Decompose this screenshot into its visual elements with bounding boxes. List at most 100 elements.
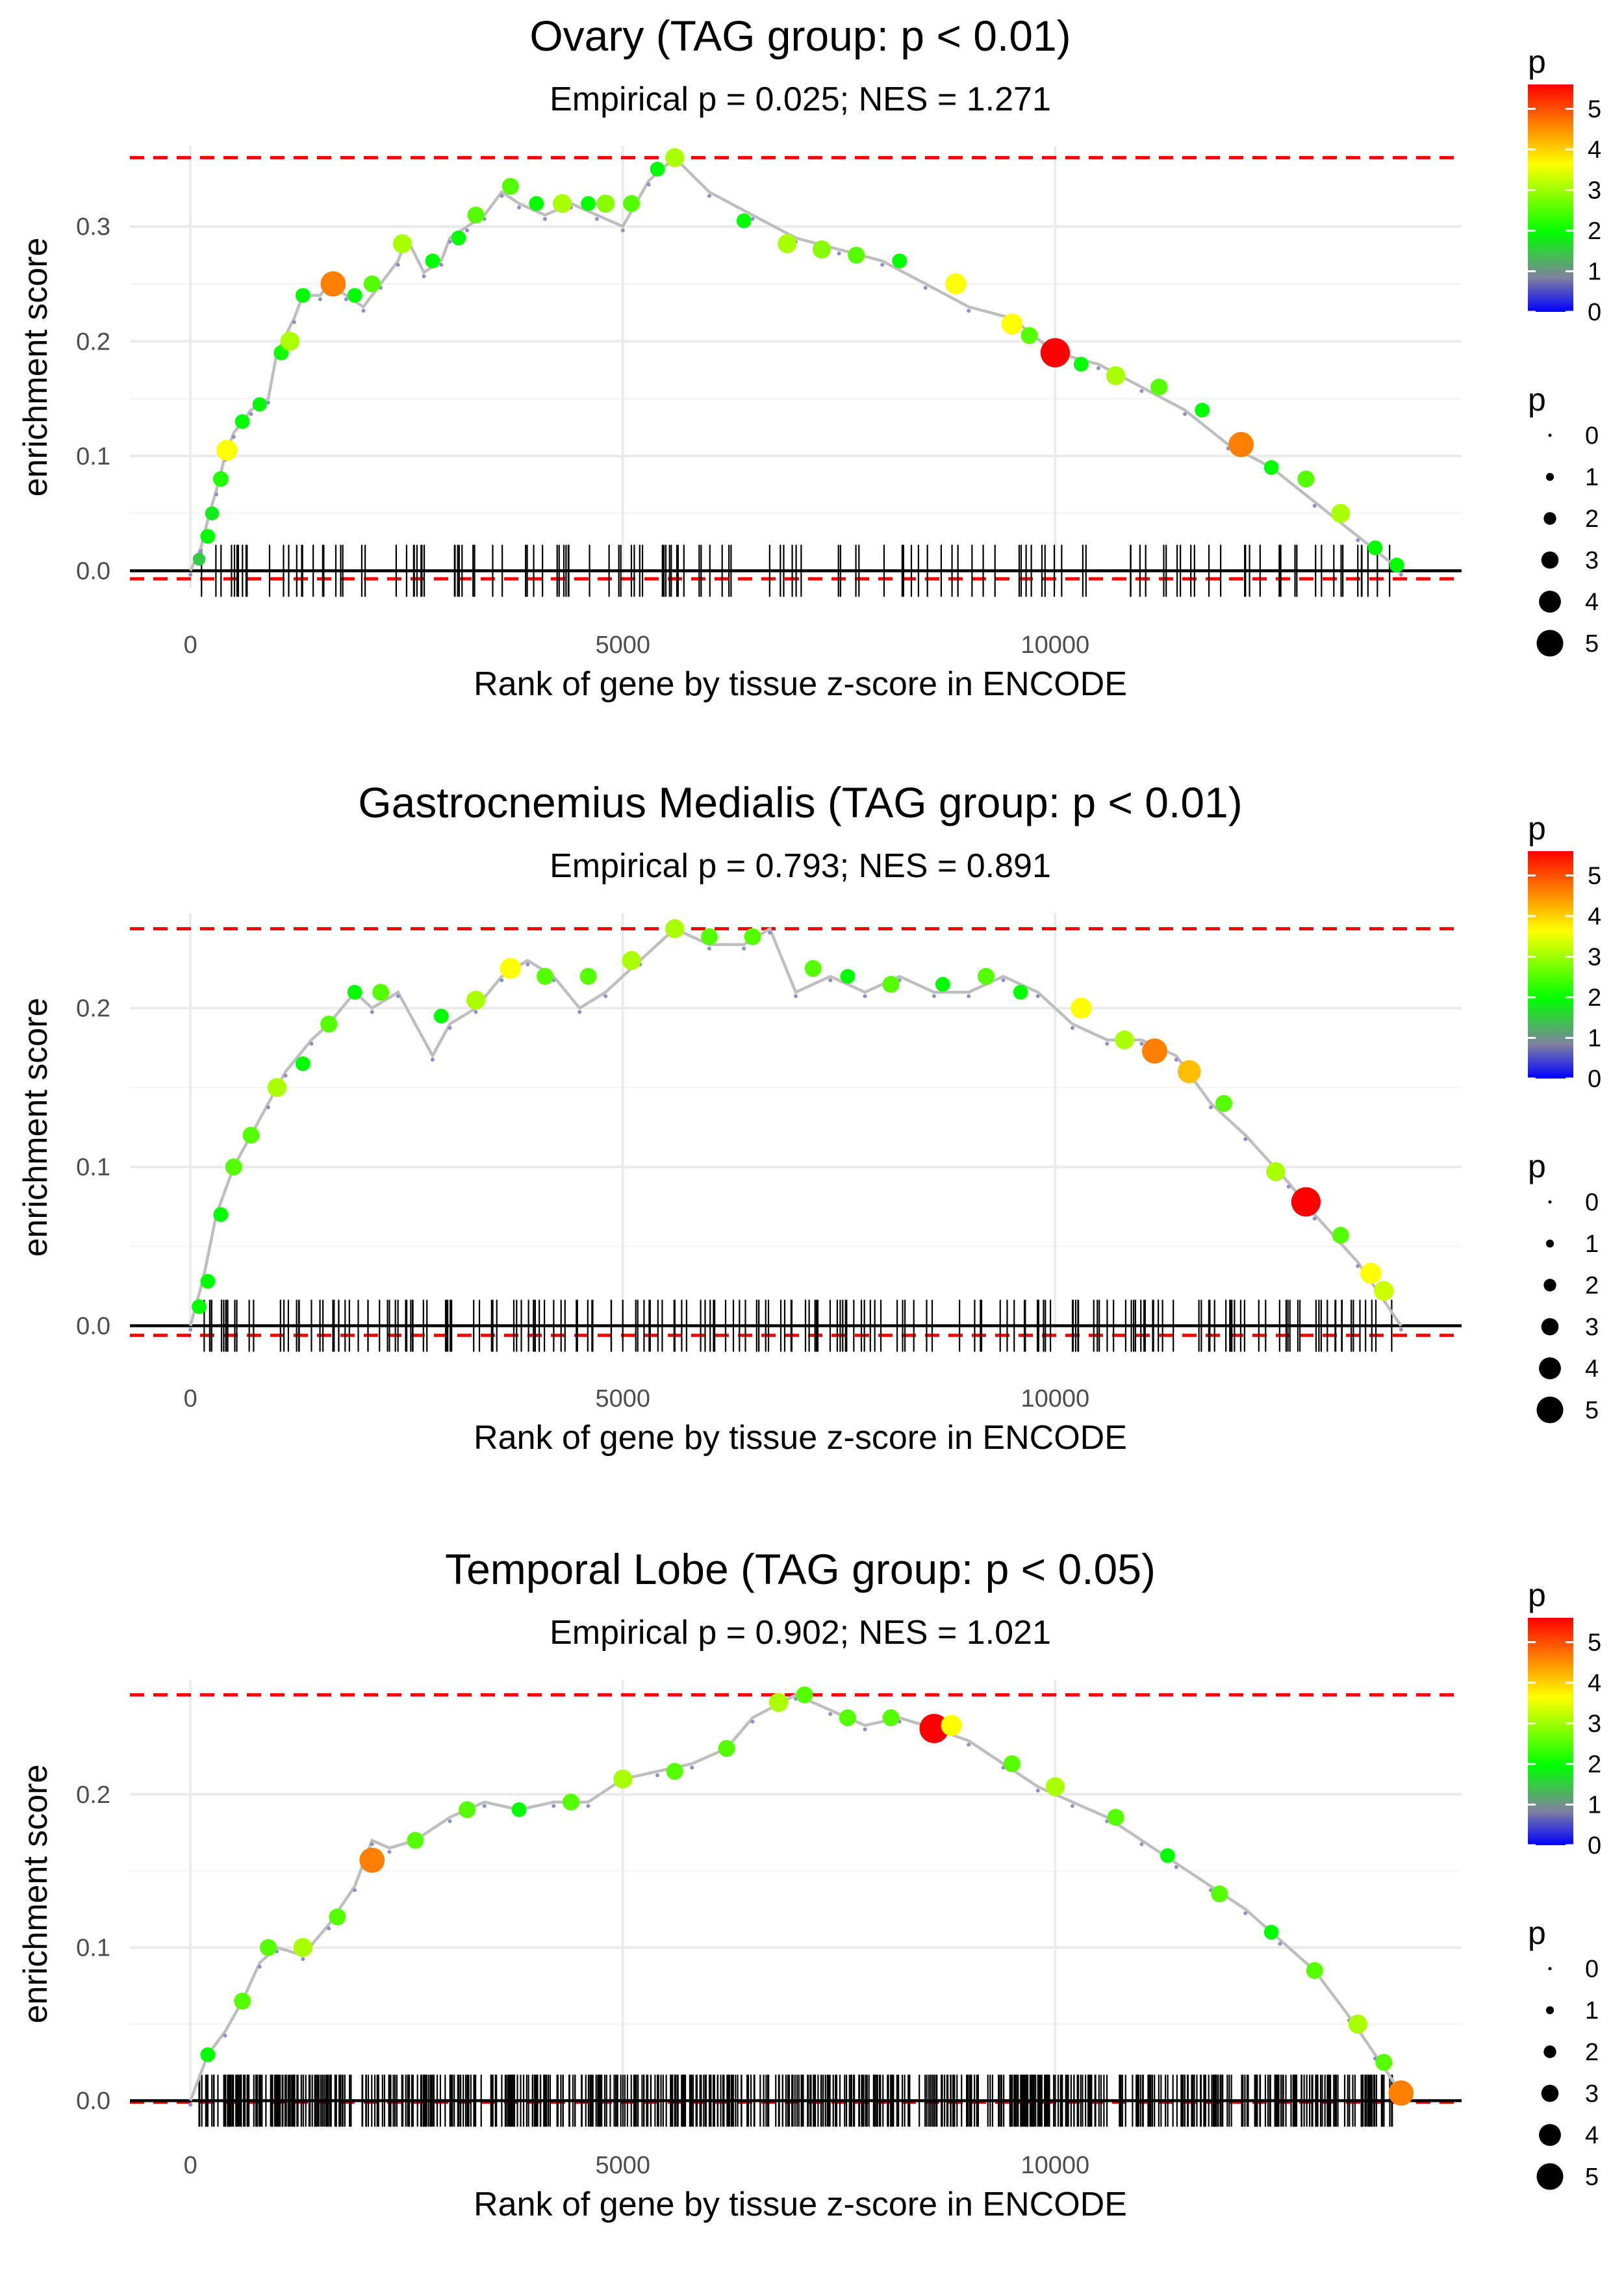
gene-drop-dot: [344, 297, 348, 301]
color-scale-label: 2: [1588, 984, 1601, 1012]
gene-point: [280, 331, 299, 351]
gene-point: [466, 990, 486, 1010]
color-scale-label: 0: [1588, 1832, 1601, 1859]
gene-point: [1177, 1060, 1201, 1084]
gene-drop-dot: [199, 550, 203, 554]
gene-point: [295, 1056, 311, 1071]
gene-point: [192, 1299, 207, 1314]
gene-point: [529, 196, 544, 211]
gene-drop-dot: [1139, 1842, 1144, 1846]
y-tick-label: 0.0: [76, 558, 110, 585]
gene-drop-dot: [301, 1957, 305, 1961]
gene-drop-dot: [880, 262, 885, 267]
gene-point: [1071, 997, 1092, 1019]
gene-point: [650, 161, 665, 177]
gene-point: [718, 1740, 735, 1757]
gene-drop-dot: [188, 572, 193, 577]
gene-drop-dot: [231, 435, 236, 439]
gene-point: [1142, 1038, 1167, 1064]
gene-point: [1373, 1281, 1394, 1301]
gene-drop-dot: [1399, 572, 1403, 577]
gene-drop-dot: [1183, 412, 1187, 416]
gene-drop-dot: [1399, 1327, 1403, 1332]
gene-point: [623, 195, 641, 212]
gene-point: [1211, 1885, 1228, 1902]
gene-point: [892, 253, 907, 269]
size-legend-dot: [1541, 2084, 1559, 2102]
gene-point: [812, 240, 831, 259]
color-scale-bar: [1528, 851, 1573, 1079]
size-legend-label: 4: [1585, 589, 1599, 616]
gene-drop-dot: [517, 205, 522, 210]
gene-drop-dot: [370, 1842, 374, 1846]
y-tick-label: 0.0: [76, 1313, 110, 1340]
color-scale-label: 5: [1588, 1629, 1601, 1657]
x-tick-label: 0: [184, 632, 197, 659]
y-axis-label: enrichment score: [17, 238, 55, 497]
gene-drop-dot: [1035, 1789, 1040, 1793]
gene-point: [459, 1801, 476, 1819]
gene-drop-dot: [1208, 1105, 1213, 1110]
gene-drop-dot: [690, 1765, 694, 1770]
gene-drop-dot: [266, 400, 270, 405]
size-legend-label: 3: [1585, 1314, 1599, 1341]
gene-point: [1115, 1030, 1134, 1050]
chart-title: Ovary (TAG group: p < 0.01): [529, 12, 1071, 60]
gene-point: [839, 1709, 856, 1726]
gene-point: [347, 288, 362, 303]
gene-drop-dot: [214, 492, 219, 496]
gene-point: [622, 951, 641, 970]
gene-point: [216, 439, 238, 461]
gene-drop-dot: [1312, 1216, 1317, 1221]
gene-point: [1266, 1162, 1286, 1182]
gene-drop-dot: [1070, 1804, 1074, 1808]
gene-drop-dot: [353, 1888, 357, 1893]
gene-drop-dot: [1286, 1184, 1291, 1189]
gene-point: [736, 213, 752, 229]
gene-drop-dot: [448, 1819, 452, 1824]
gene-point: [1367, 540, 1383, 556]
gene-drop-dot: [283, 1073, 288, 1078]
gene-drop-dot: [967, 1743, 971, 1747]
size-legend-label: 5: [1585, 630, 1599, 658]
gene-point: [1215, 1095, 1232, 1112]
gene-drop-dot: [396, 262, 400, 267]
gene-point: [552, 194, 572, 213]
gene-drop-dot: [828, 1712, 833, 1717]
size-legend-label: 0: [1585, 1956, 1599, 1983]
gene-drop-dot: [430, 1058, 435, 1062]
gene-drop-dot: [552, 1804, 556, 1808]
gene-point: [213, 1207, 229, 1222]
gene-point: [1331, 504, 1351, 523]
gene-point: [665, 919, 685, 939]
gene-point: [200, 2047, 216, 2062]
gene-point: [666, 1763, 683, 1780]
gene-drop-dot: [707, 946, 711, 951]
gene-point: [848, 246, 865, 264]
gene-drop-dot: [1243, 1911, 1248, 1915]
size-legend-title: p: [1528, 1148, 1546, 1184]
gene-drop-dot: [1096, 366, 1100, 370]
size-legend-label: 5: [1585, 2164, 1599, 2191]
gene-point: [1360, 1262, 1382, 1284]
gene-point: [579, 967, 597, 985]
gene-point: [359, 1847, 385, 1873]
gene-drop-dot: [837, 251, 841, 255]
gene-drop-dot: [932, 994, 936, 999]
gene-point: [919, 1713, 949, 1744]
gene-point: [1003, 1755, 1021, 1772]
gene-drop-dot: [863, 1727, 867, 1731]
gene-point: [882, 976, 900, 993]
size-legend-dot: [1548, 433, 1552, 437]
size-legend-dot: [1541, 551, 1559, 569]
size-legend-dot: [1545, 2006, 1554, 2015]
size-legend-title: p: [1528, 1915, 1546, 1951]
gene-point: [320, 1016, 338, 1033]
size-legend-dot: [1548, 1967, 1552, 1971]
gene-drop-dot: [396, 994, 400, 999]
y-tick-label: 0.0: [76, 2088, 110, 2115]
gene-point: [1160, 1848, 1175, 1863]
legend-1: p 0 1 2 3 4 5 p 0 1 2 3 4 5: [1528, 44, 1601, 658]
color-scale-bar: [1528, 84, 1573, 312]
